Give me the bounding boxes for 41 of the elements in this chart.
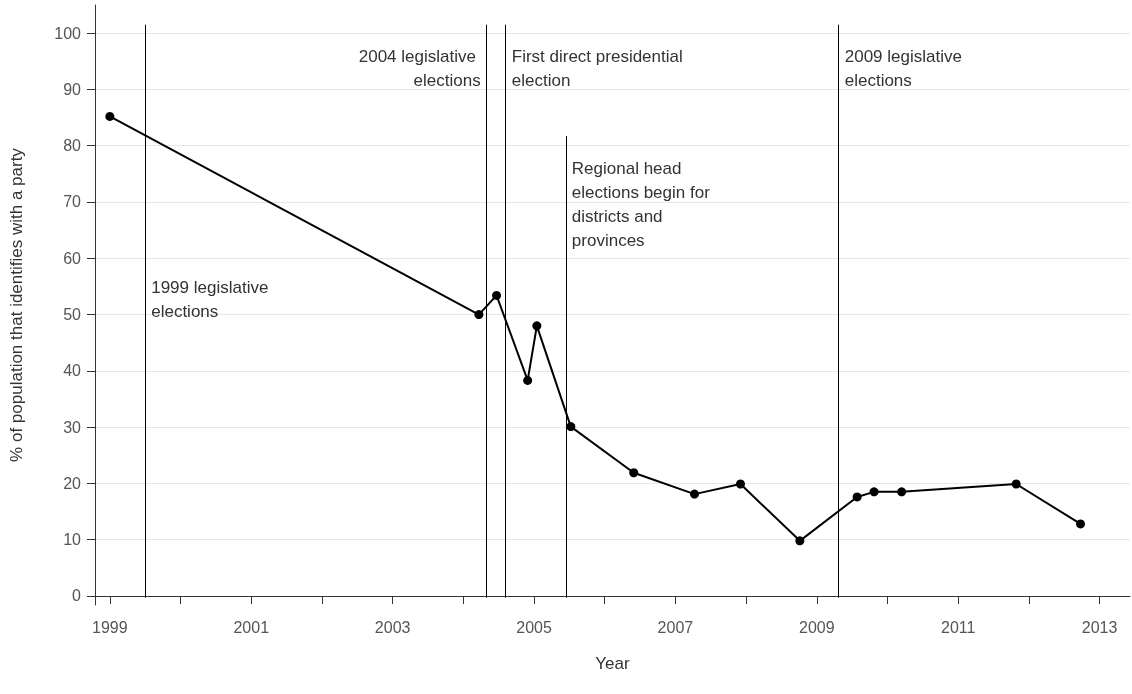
x-tick-label: 2007 xyxy=(657,618,694,636)
point xyxy=(492,290,502,300)
y-tick-label: 70 xyxy=(63,193,82,211)
point xyxy=(474,310,484,320)
y-tick-label: 40 xyxy=(63,362,82,380)
point xyxy=(897,487,907,497)
x-tick-label: 2009 xyxy=(799,618,835,636)
y-tick-label: 60 xyxy=(63,249,82,267)
y-tick-label: 80 xyxy=(63,137,82,155)
ref-line-label: 1999 legislative elections xyxy=(151,277,274,321)
point xyxy=(566,422,576,432)
point xyxy=(690,489,700,499)
x-tick-label: 2011 xyxy=(941,618,976,636)
point xyxy=(105,111,115,121)
point xyxy=(852,492,862,502)
ref-line-label: Regional head elections begin for districts and provinces xyxy=(571,159,715,251)
point xyxy=(1076,519,1086,529)
x-axis-title: Year xyxy=(595,654,631,673)
y-tick-label: 100 xyxy=(54,24,82,42)
y-tick-label: 30 xyxy=(63,418,82,436)
x-tick-label: 2001 xyxy=(233,618,270,636)
y-tick-label: 90 xyxy=(63,80,82,98)
point xyxy=(795,536,805,546)
point xyxy=(735,479,745,489)
ref-line-label: 2004 legislative elections xyxy=(358,46,481,90)
y-tick-label: 0 xyxy=(72,587,82,605)
y-tick-label: 50 xyxy=(63,306,82,324)
x-tick-label: 2013 xyxy=(1081,618,1118,636)
point xyxy=(523,375,533,385)
x-tick-label: 2003 xyxy=(374,618,411,636)
x-tick-label: 1999 xyxy=(92,618,128,636)
point xyxy=(869,487,879,497)
ref-line-label: First direct presidential election xyxy=(511,46,688,90)
point xyxy=(1011,479,1021,489)
y-tick-label: 20 xyxy=(63,474,82,492)
point xyxy=(532,321,542,331)
y-tick-label: 10 xyxy=(63,531,82,549)
point xyxy=(629,468,639,478)
y-axis-title: % of population that identifies with a party xyxy=(7,147,26,462)
ref-line-label: 2009 legislative elections xyxy=(844,46,967,90)
x-tick-label: 2005 xyxy=(516,618,552,636)
